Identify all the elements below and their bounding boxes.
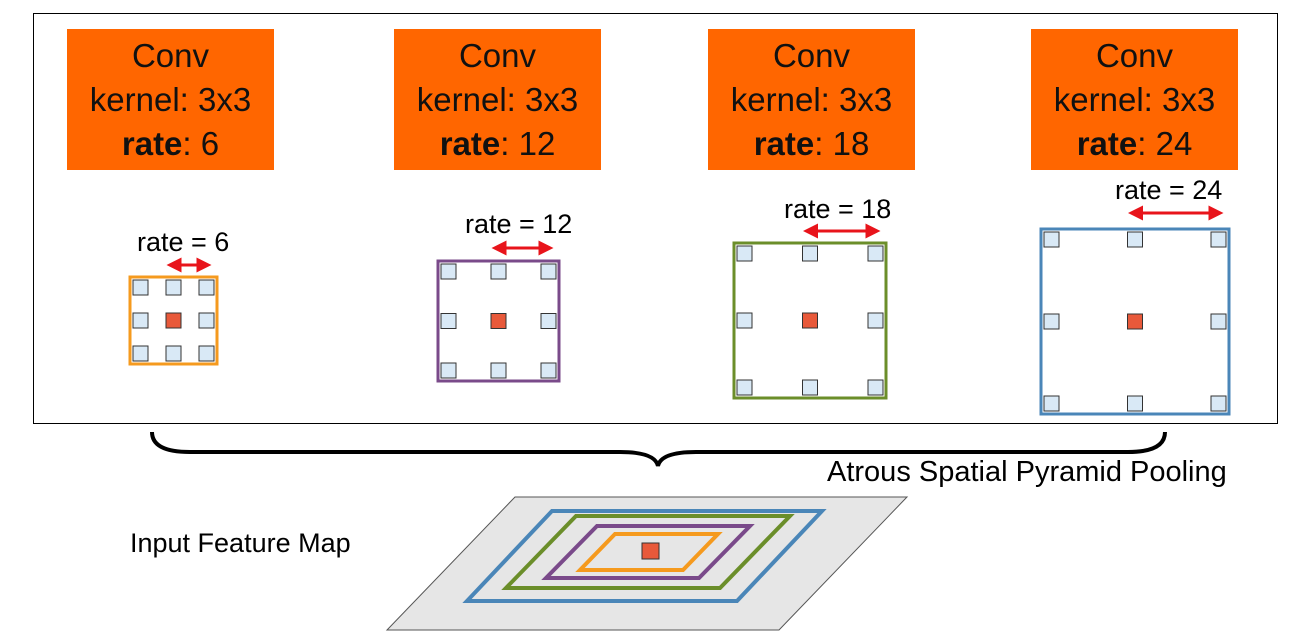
sample-cell (440, 362, 457, 379)
sample-cell (736, 245, 753, 262)
conv-rate: rate: 12 (440, 122, 556, 166)
sample-cell (198, 345, 215, 362)
conv-title: Conv (1095, 36, 1174, 74)
feature-map-center-cell (641, 542, 660, 560)
rate-value: : 24 (1137, 124, 1193, 162)
conv-kernel: kernel: 3x3 (1053, 80, 1216, 118)
sample-cell (540, 313, 557, 329)
feature-map-ring-rate-6 (575, 532, 723, 572)
rate-value: : 12 (500, 124, 556, 162)
rate-key: rate (753, 124, 815, 162)
sample-cell (440, 313, 457, 329)
sample-cell (440, 263, 457, 280)
rate-key: rate (121, 124, 183, 162)
conv-block-rate-6: Conv kernel: 3x3 rate: 6 (67, 29, 274, 170)
sample-cell (165, 345, 182, 362)
aspp-label: Atrous Spatial Pyramid Pooling (827, 456, 1227, 488)
rate-value: : 6 (182, 124, 220, 162)
sample-cell (1210, 231, 1227, 248)
conv-rate: rate: 24 (1077, 122, 1193, 166)
sample-cell (867, 379, 884, 396)
sample-cell (490, 362, 507, 379)
sample-cell (867, 245, 884, 262)
rate-label-24: rate = 24 (1115, 175, 1223, 205)
sampling-grid-rate-24 (1039, 227, 1231, 416)
conv-kernel: kernel: 3x3 (730, 80, 893, 118)
center-cell (165, 312, 182, 329)
sampling-grid-rate-12 (436, 259, 561, 383)
conv-kernel: kernel: 3x3 (416, 80, 579, 118)
sampling-grid-rate-18 (732, 241, 888, 400)
grid-border (732, 241, 888, 400)
grid-border (1039, 227, 1231, 416)
conv-title: Conv (458, 36, 537, 74)
rate-label-12: rate = 12 (465, 209, 573, 239)
sample-cell (736, 312, 753, 329)
curly-brace (150, 431, 1167, 467)
rate-key: rate (1076, 124, 1138, 162)
conv-rate: rate: 6 (122, 122, 219, 166)
rate-label-18: rate = 18 (784, 194, 892, 224)
feature-map-ring-rate-12 (541, 524, 755, 580)
sample-cell (132, 345, 149, 362)
sample-cell (1210, 395, 1227, 412)
conv-title: Conv (772, 36, 851, 74)
center-cell (1127, 313, 1143, 330)
sample-cell (198, 279, 215, 296)
sample-cell (1043, 395, 1060, 412)
sample-cell (736, 379, 753, 396)
sample-cell (1210, 313, 1227, 330)
conv-rate: rate: 18 (754, 122, 870, 166)
sample-cell (132, 312, 149, 329)
sample-cell (1043, 231, 1060, 248)
conv-title: Conv (131, 36, 210, 74)
sample-cell (802, 379, 818, 396)
feature-map-ring-rate-24 (462, 509, 827, 603)
feature-map-ring-rate-18 (501, 514, 795, 590)
sample-cell (132, 279, 149, 296)
sample-cell (490, 263, 507, 280)
sample-cell (867, 312, 884, 329)
sample-cell (165, 279, 182, 296)
sample-cell (198, 312, 215, 329)
sampling-grid-rate-6 (128, 275, 219, 366)
conv-block-rate-12: Conv kernel: 3x3 rate: 12 (394, 29, 601, 170)
input-feature-map-label: Input Feature Map (130, 528, 351, 558)
sample-cell (1043, 313, 1060, 330)
center-cell (490, 313, 507, 329)
aspp-frame (33, 13, 1278, 424)
rate-value: : 18 (814, 124, 870, 162)
rate-label-6: rate = 6 (137, 227, 230, 257)
sample-cell (802, 245, 818, 262)
conv-block-rate-24: Conv kernel: 3x3 rate: 24 (1031, 29, 1238, 170)
rate-key: rate (439, 124, 501, 162)
grid-border (436, 259, 561, 383)
sample-cell (1127, 395, 1143, 412)
conv-kernel: kernel: 3x3 (89, 80, 252, 118)
sample-cell (1127, 231, 1143, 248)
sample-cell (540, 263, 557, 280)
conv-block-rate-18: Conv kernel: 3x3 rate: 18 (708, 29, 915, 170)
center-cell (802, 312, 818, 329)
grid-border (128, 275, 219, 366)
sample-cell (540, 362, 557, 379)
